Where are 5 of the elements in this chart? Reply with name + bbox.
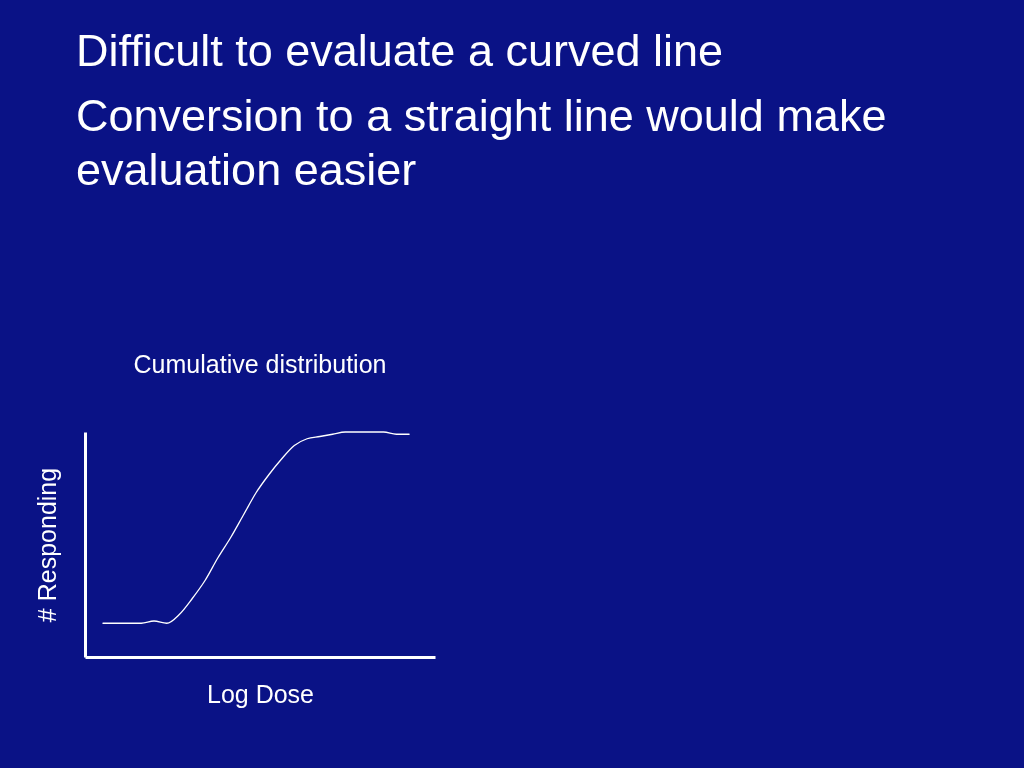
y-axis-title: # Responding (32, 467, 61, 623)
text: Conversion to a straight line would make evaluation easier (76, 90, 887, 195)
text: Difficult to evaluate a curved line (76, 25, 724, 76)
x-axis-title: Log Dose (206, 679, 315, 708)
chart-title: Cumulative distribution (133, 349, 387, 378)
